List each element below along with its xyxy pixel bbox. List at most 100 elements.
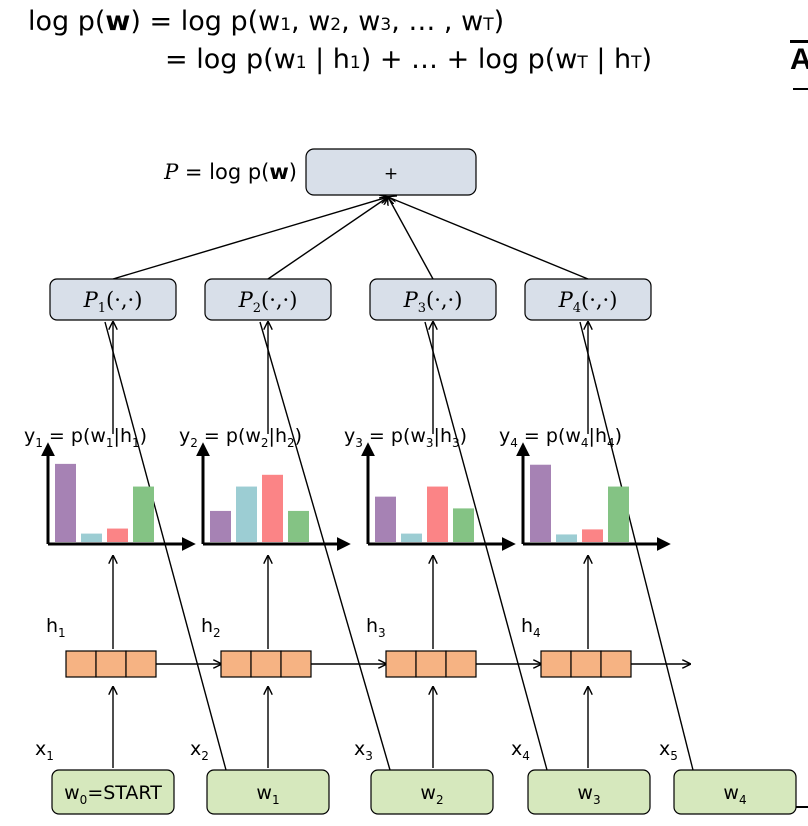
eq-sub: 3 xyxy=(380,15,392,35)
sum-node xyxy=(305,148,477,196)
y-var: y xyxy=(499,425,510,447)
w-sub: 3 xyxy=(593,793,601,807)
h-var: h xyxy=(201,615,213,637)
edge-p1-to-sum xyxy=(112,197,388,280)
eq-bold-w: w xyxy=(105,6,131,37)
x-sub: 4 xyxy=(522,749,530,763)
word-label-5: w4 xyxy=(723,782,746,807)
h-var: h xyxy=(46,615,58,637)
eq-sub: T xyxy=(631,53,642,73)
edge-target-w1-to-p1 xyxy=(104,321,227,771)
equation-line-1: log p(w) = log p(w1, w2, w3, … , wT) xyxy=(28,6,504,37)
bar-2-2 xyxy=(236,486,257,542)
word-label-3: w2 xyxy=(420,782,443,807)
eq-text: ) = log p(w xyxy=(130,6,281,37)
w-sub: 4 xyxy=(581,436,589,450)
hidden-cell-1-1 xyxy=(65,650,97,678)
x-sub: 2 xyxy=(201,749,209,763)
y-var: y xyxy=(24,425,35,447)
eq-sub: 1 xyxy=(295,53,307,73)
y-close: ) xyxy=(295,425,302,447)
word-label-2: w1 xyxy=(256,782,279,807)
w-sub: 2 xyxy=(436,793,444,807)
x-var: x xyxy=(659,738,670,760)
hidden-cell-2-2 xyxy=(250,650,282,678)
hidden-cell-3-2 xyxy=(415,650,447,678)
w-var: w xyxy=(420,782,436,804)
x-var: x xyxy=(511,738,522,760)
w-var: w xyxy=(256,782,272,804)
prob-args: (·,·) xyxy=(261,288,297,312)
eq-text: , w xyxy=(291,6,331,37)
edges-layer xyxy=(104,197,694,771)
bar-1-1 xyxy=(55,463,76,542)
word-label-4: w3 xyxy=(577,782,600,807)
h-sub: 4 xyxy=(533,626,541,640)
y-close: ) xyxy=(460,425,467,447)
y-sub: 2 xyxy=(190,436,198,450)
word-node-5 xyxy=(673,769,797,815)
edge-rule-top xyxy=(793,88,808,90)
prob-name: P xyxy=(238,288,254,312)
eq-text: , w xyxy=(341,6,381,37)
input-label-3: x3 xyxy=(354,738,373,763)
input-label-2: x2 xyxy=(190,738,209,763)
hidden-cell-1-2 xyxy=(95,650,127,678)
h-var: h xyxy=(521,615,533,637)
eq-text: log p( xyxy=(28,6,106,37)
caption-text: = log p( xyxy=(178,160,269,184)
x-sub: 5 xyxy=(670,749,678,763)
hidden-cell-3-3 xyxy=(445,650,477,678)
prob-sub: 1 xyxy=(98,301,106,316)
hidden-cell-2-3 xyxy=(280,650,312,678)
x-sub: 1 xyxy=(46,749,54,763)
w-sub: 1 xyxy=(272,793,280,807)
prob-sub: 2 xyxy=(253,301,261,316)
eq-sub: 1 xyxy=(280,15,292,35)
y-eq: = p(w xyxy=(363,425,426,447)
word-node-3 xyxy=(370,769,494,815)
h-sub: 2 xyxy=(213,626,221,640)
eq-text: = log p(w xyxy=(165,44,296,75)
eq-text: | h xyxy=(587,44,632,75)
prob-node-4 xyxy=(524,278,652,321)
h-sub: 3 xyxy=(452,436,460,450)
x-var: x xyxy=(35,738,46,760)
w-sub: 1 xyxy=(106,436,114,450)
bar-1-3 xyxy=(107,528,128,542)
bar-3-2 xyxy=(401,533,422,542)
w-var: w xyxy=(64,782,80,804)
y-eq: = p(w xyxy=(43,425,106,447)
y-eq: = p(w xyxy=(518,425,581,447)
x-var: x xyxy=(190,738,201,760)
hidden-label-3: h3 xyxy=(366,615,386,640)
h-sub: 1 xyxy=(58,626,66,640)
y-label-2: y2 = p(w2|h2) xyxy=(179,425,302,450)
bar-3-4 xyxy=(453,508,474,542)
y-var: y xyxy=(344,425,355,447)
w-rest: =START xyxy=(87,782,162,804)
sum-node-label: + xyxy=(384,164,398,184)
edge-p4-to-sum xyxy=(388,197,589,280)
nodes-layer: +P = log p(w)P1(·,·) P2(·,·) P3(·,·) P4(·,·… xyxy=(24,148,797,815)
bar-2-1 xyxy=(210,510,231,542)
edge-target-w4-to-p4 xyxy=(579,321,694,771)
caption-text: ) xyxy=(289,160,297,184)
h-var: h xyxy=(366,615,378,637)
bar-2-4 xyxy=(288,510,309,542)
eq-text: | h xyxy=(306,44,350,75)
y-bar: |h xyxy=(434,425,452,447)
eq-text: ) xyxy=(493,6,505,37)
edge-target-w2-to-p2 xyxy=(259,321,391,771)
prob-name: P xyxy=(403,288,419,312)
hidden-label-4: h4 xyxy=(521,615,541,640)
eq-sub: 1 xyxy=(349,53,361,73)
prob-name: P xyxy=(558,288,574,312)
eq-text: ) xyxy=(641,44,653,75)
prob-node-1 xyxy=(49,278,177,321)
prob-node-3 xyxy=(369,278,497,321)
word-node-4 xyxy=(527,769,651,815)
y-bar: |h xyxy=(114,425,132,447)
x-sub: 3 xyxy=(365,749,373,763)
